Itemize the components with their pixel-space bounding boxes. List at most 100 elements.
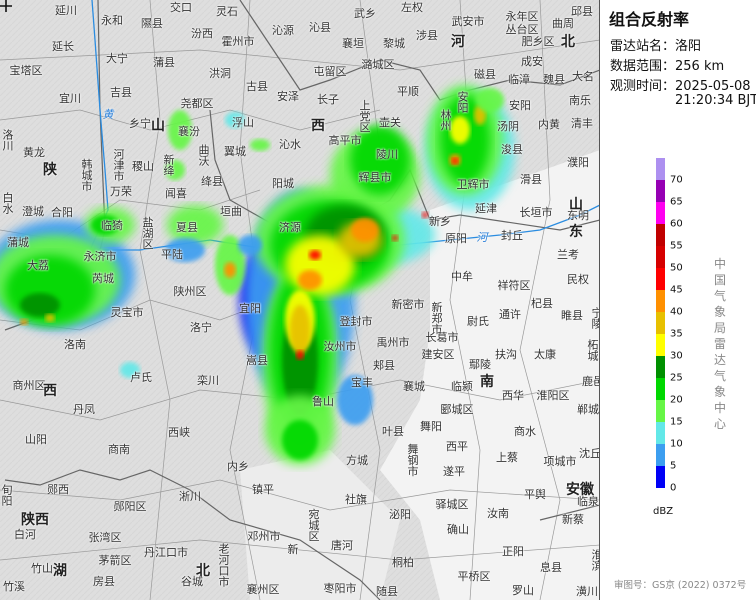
place-label: 张湾区	[88, 531, 122, 544]
radar-echo	[290, 305, 310, 355]
place-label: 合阳	[51, 206, 73, 219]
place-label: 垣曲	[220, 205, 242, 218]
place-label: 方城	[346, 454, 368, 467]
province-label: 陕	[43, 162, 57, 178]
place-label: 淮滨	[590, 549, 600, 571]
legend-swatch	[656, 158, 665, 180]
place-label: 尧都区	[180, 97, 214, 110]
place-label: 白水	[1, 192, 14, 214]
place-label: 鲁山	[312, 395, 334, 408]
place-label: 襄汾	[178, 125, 200, 138]
obs-time: 21:20:34 BJT	[675, 93, 756, 108]
place-label: 商水	[514, 425, 536, 438]
place-label: 叶县	[382, 425, 404, 438]
radar-echo	[298, 270, 322, 290]
place-label: 内乡	[227, 460, 249, 473]
radar-echo	[476, 88, 504, 112]
place-label: 万荣	[110, 185, 132, 198]
place-label: 滑县	[520, 173, 542, 186]
county-boundary	[0, 39, 599, 71]
place-label: 枣阳市	[323, 582, 357, 595]
place-label: 临漳	[508, 73, 530, 86]
place-label: 古县	[246, 80, 268, 93]
legend-swatch	[656, 444, 665, 466]
province-label: 山	[151, 118, 165, 134]
product-title: 组合反射率	[609, 10, 690, 29]
place-label: 舞钢市	[406, 443, 419, 477]
range-row: 数据范围：256 km	[610, 55, 724, 74]
place-label: 淮阳区	[536, 389, 570, 402]
legend-swatch	[656, 312, 665, 334]
radar-echo	[392, 235, 398, 241]
place-label: 长垣市	[519, 206, 553, 219]
legend-tick: 20	[670, 394, 683, 406]
legend-tick: 30	[670, 350, 683, 362]
place-label: 汝南	[487, 507, 509, 520]
place-label: 丛台区	[505, 23, 539, 36]
place-label: 原阳	[445, 232, 467, 245]
place-label: 卫辉市	[456, 178, 490, 191]
place-label: 长葛市	[425, 331, 459, 344]
place-label: 商州区	[12, 379, 46, 392]
place-label: 灵宝市	[110, 306, 144, 319]
radar-echo	[91, 215, 119, 235]
place-label: 洛川	[1, 129, 14, 151]
place-label: 翼城	[224, 145, 246, 158]
place-label: 永年区	[505, 10, 539, 23]
radar-echo	[45, 314, 55, 322]
basin-area	[240, 450, 400, 600]
radar-echo	[238, 235, 262, 255]
time-label: 观测时间：	[610, 79, 676, 94]
place-label: 东明	[567, 209, 589, 222]
place-label: 兰考	[557, 248, 579, 261]
place-label: 郏县	[373, 359, 395, 372]
place-label: 绛县	[201, 175, 223, 188]
place-label: 陕州区	[173, 285, 207, 298]
plain-area	[380, 150, 599, 600]
place-label: 清丰	[571, 117, 593, 130]
place-label: 永和	[101, 14, 123, 27]
place-label: 黄龙	[23, 146, 45, 159]
place-label: 旬阳	[0, 484, 13, 506]
place-label: 禹州市	[376, 336, 410, 349]
place-label: 平陆	[161, 248, 183, 261]
place-label: 平桥区	[457, 570, 491, 583]
province-label: 东	[569, 224, 583, 240]
province-label: 南	[480, 374, 494, 390]
place-label: 驿城区	[435, 498, 469, 511]
radar-map[interactable]: 延川 永和 隰县 交口 灵石 汾西 霍州市 沁源 延长 大宁 蒲县 宝塔区 洪洞 古县 安泽 宜川 吉县 尧都区乡…	[0, 0, 600, 600]
place-label: 长子	[317, 93, 339, 106]
place-label: 房县	[93, 575, 115, 588]
legend-swatch	[656, 290, 665, 312]
place-label: 尉氏	[467, 315, 489, 328]
place-label: 老河口市	[217, 543, 230, 587]
obs-date: 2025-05-08	[675, 79, 751, 94]
legend-tick: 15	[670, 416, 683, 428]
province-label: 北	[196, 563, 210, 579]
place-label: 郧阳区	[113, 500, 147, 513]
place-label: 正阳	[502, 545, 524, 558]
legend-swatch	[656, 202, 665, 224]
place-label: 黎城	[383, 37, 405, 50]
place-label: 霍州市	[221, 35, 255, 48]
legend-tick: 10	[670, 438, 683, 450]
place-label: 邱县	[571, 5, 593, 18]
place-label: 宜川	[59, 92, 81, 105]
place-label: 浚县	[501, 143, 523, 156]
place-label: 大宁	[106, 52, 128, 65]
place-label: 宝丰	[351, 376, 373, 389]
place-label: 郸城	[577, 403, 599, 416]
radar-echo	[282, 420, 318, 460]
place-label: 涉县	[416, 29, 438, 42]
legend-tick: 70	[670, 174, 683, 186]
radar-station-marker-icon	[0, 0, 12, 12]
place-label: 韩城市	[80, 158, 93, 192]
place-label: 沁县	[309, 21, 331, 34]
legend-unit: dBZ	[653, 506, 674, 517]
radar-echo	[165, 238, 205, 262]
place-label: 汾西	[191, 27, 213, 40]
place-label: 安泽	[277, 90, 299, 103]
river-label: 黄	[102, 108, 114, 121]
legend-tick: 55	[670, 240, 683, 252]
radar-echo	[452, 158, 458, 164]
